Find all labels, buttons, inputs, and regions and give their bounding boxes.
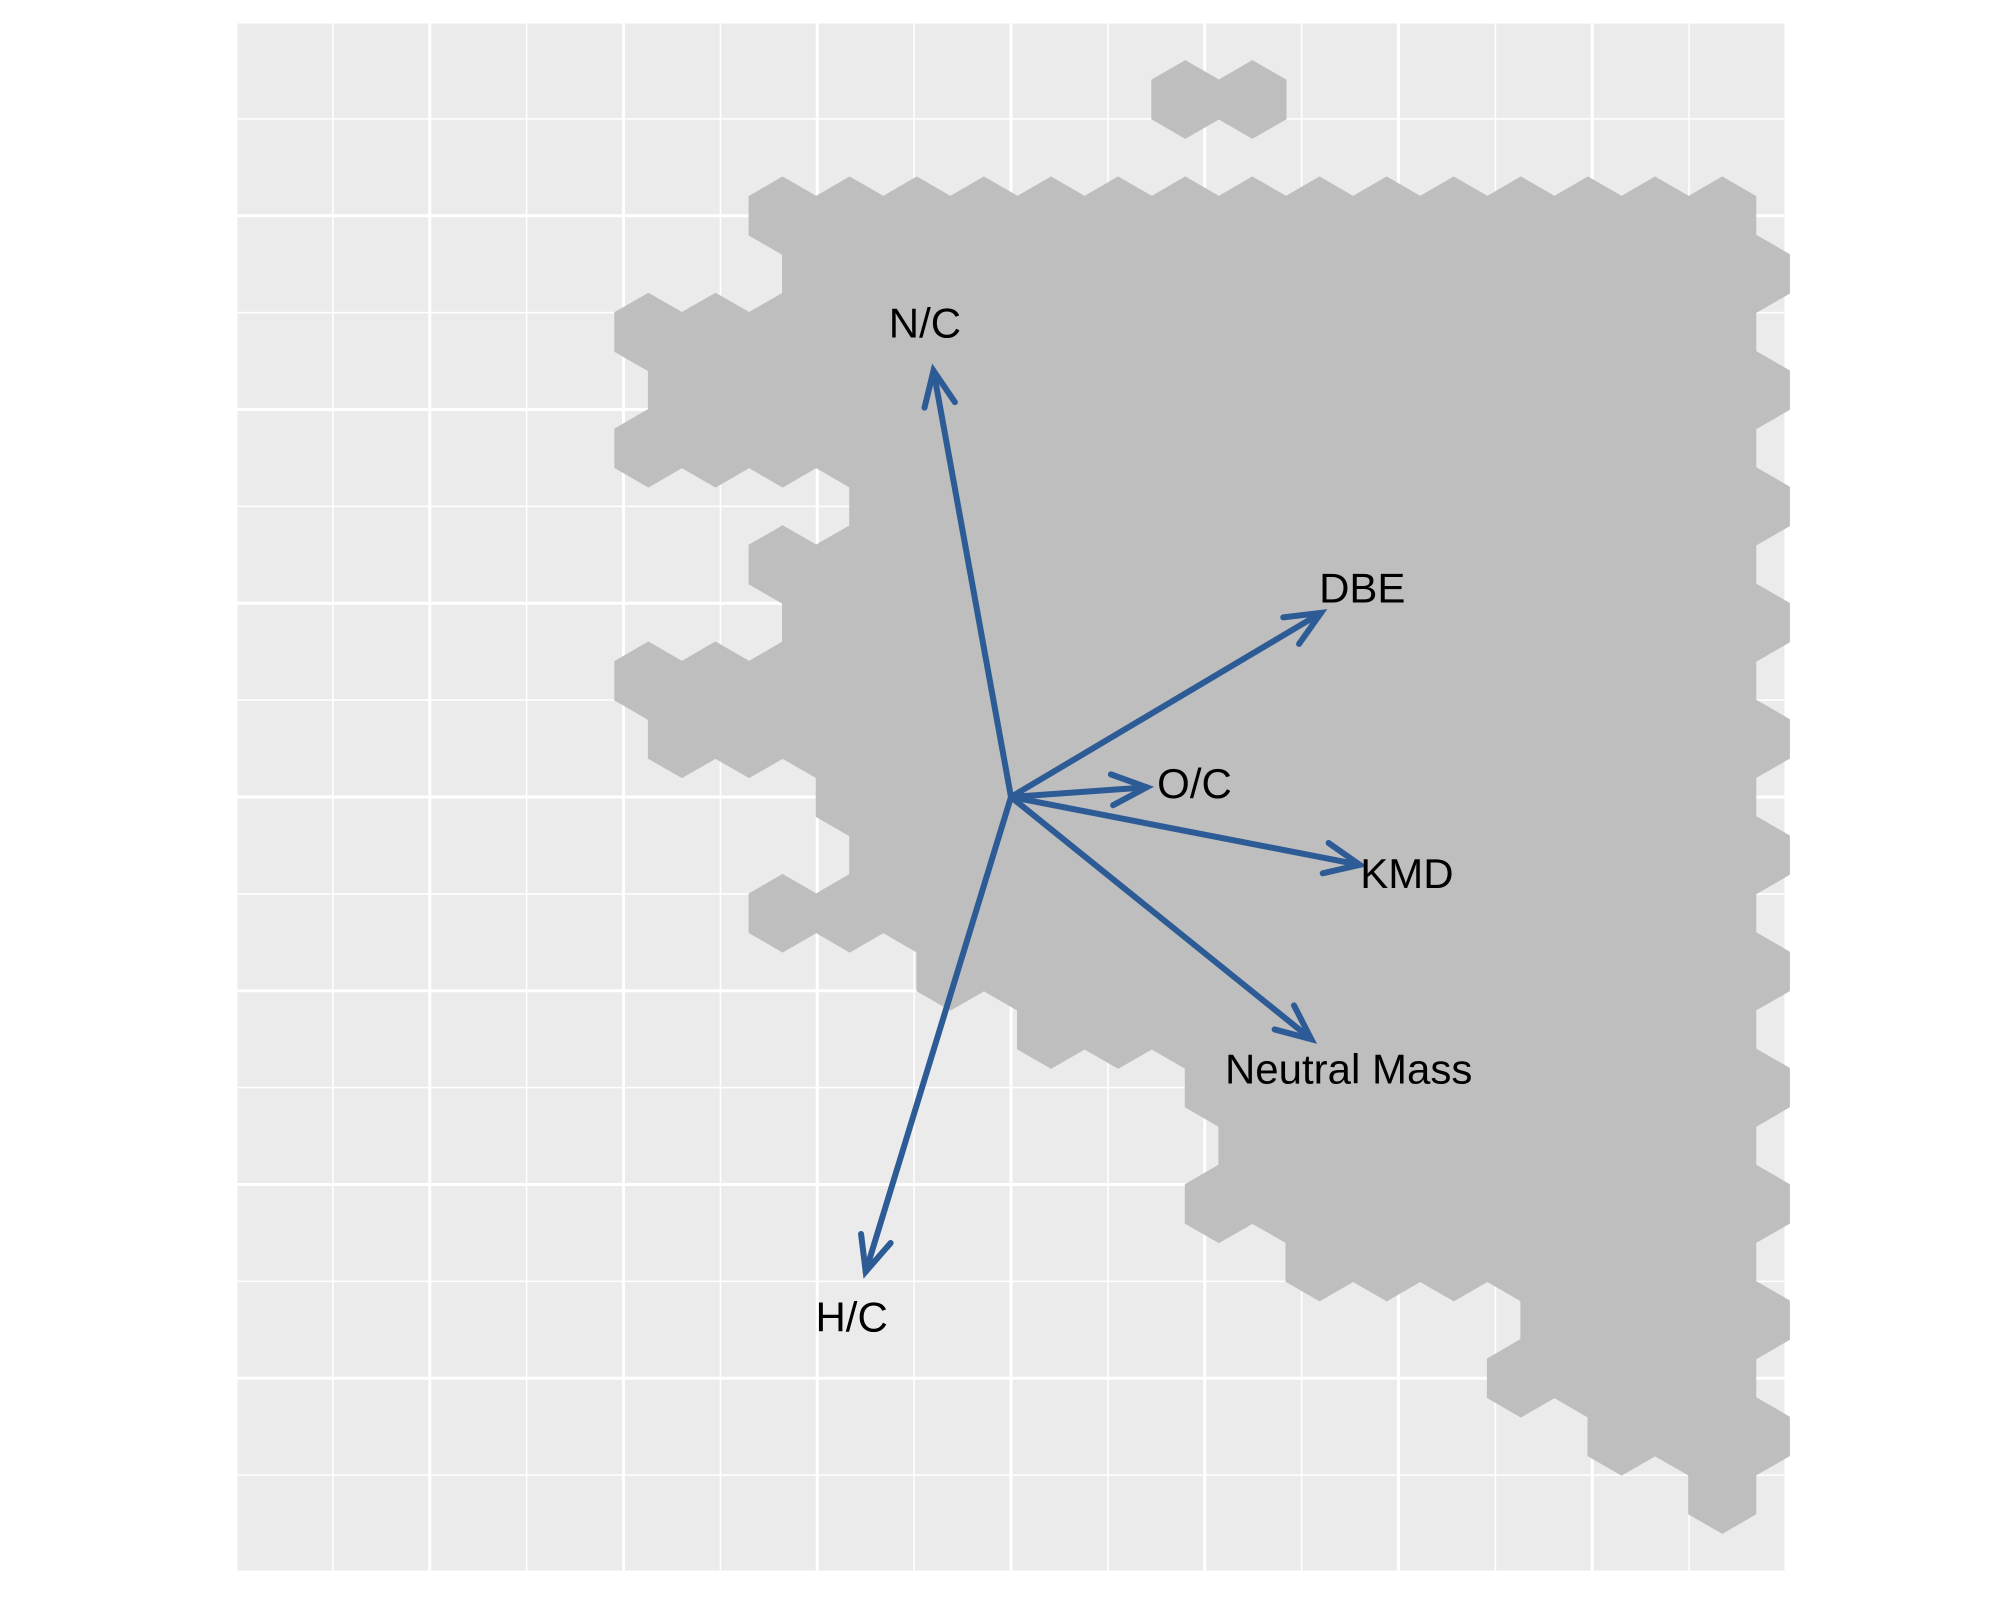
vector-label-kmd: KMD bbox=[1360, 850, 1453, 897]
hex-bin bbox=[1688, 1455, 1757, 1534]
vector-kmd-shaft bbox=[1008, 794, 1363, 868]
vector-neutral-mass-shaft bbox=[1008, 794, 1315, 1043]
vector-kmd-head bbox=[1319, 840, 1367, 877]
hexbin-layer bbox=[614, 60, 1790, 1534]
vector-dbe-head bbox=[1280, 609, 1328, 647]
vector-h-c-shaft bbox=[862, 794, 1014, 1275]
vector-h-c-head bbox=[858, 1230, 894, 1279]
vector-n-c-shaft bbox=[930, 367, 1014, 800]
vector-dbe-shaft bbox=[1008, 609, 1324, 800]
vector-o-c-head bbox=[1107, 771, 1154, 809]
loading-vectors bbox=[858, 363, 1367, 1279]
vector-label-dbe: DBE bbox=[1319, 564, 1405, 611]
vector-label-o-c: O/C bbox=[1157, 760, 1232, 807]
hex-bin bbox=[1218, 60, 1287, 139]
vector-label-neutral-mass: Neutral Mass bbox=[1225, 1045, 1472, 1092]
vector-label-h-c: H/C bbox=[815, 1294, 887, 1341]
vector-labels: N/C DBE O/C KMD Neutral Mass H/C bbox=[815, 300, 1472, 1341]
vector-neutral-mass-head bbox=[1271, 1002, 1318, 1044]
vector-o-c-shaft bbox=[1008, 784, 1150, 800]
vector-label-n-c: N/C bbox=[889, 300, 961, 347]
vector-n-c-head bbox=[921, 363, 958, 411]
